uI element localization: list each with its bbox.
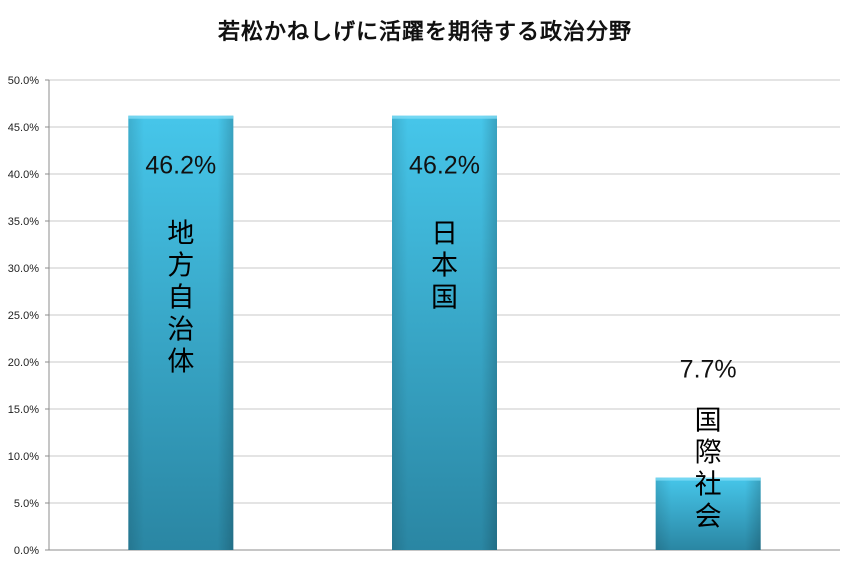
category-label-char: 国 [695,406,722,437]
y-tick-label: 10.0% [8,451,39,463]
y-tick-label: 0.0% [14,545,39,557]
category-label-char: 治 [167,315,194,346]
category-label-char: 地 [167,219,194,250]
bar-highlight [655,477,761,481]
category-label-char: 際 [695,438,722,469]
y-tick-label: 5.0% [14,498,39,510]
category-label-char: 会 [695,502,722,533]
chart-title: 若松かねしげに活躍を期待する政治分野 [217,20,632,45]
y-tick-label: 40.0% [8,169,39,181]
bar-shade [655,477,761,550]
category-label-char: 体 [167,347,194,378]
category-label: 日本国 [431,219,458,314]
y-tick-label: 25.0% [8,310,39,322]
y-tick-label: 30.0% [8,263,39,275]
bar-shade [392,115,497,550]
bar-highlight [392,115,497,119]
category-label-char: 日 [431,219,458,250]
data-label: 46.2% [145,152,216,180]
bar-shade [128,115,234,550]
data-label: 46.2% [409,152,480,180]
category-label-char: 国 [431,283,458,314]
category-label-char: 本 [431,251,458,282]
y-axis: 0.0% 5.0% 10.0% 15.0% 20.0% 25.0% 30.0% 35.0% 40… [8,75,50,557]
category-label-char: 方 [167,251,194,282]
bar-highlight [128,115,234,119]
y-tick-label: 15.0% [8,404,39,416]
y-tick-label: 35.0% [8,216,39,228]
y-tick-label: 45.0% [8,122,39,134]
y-tick-label: 50.0% [8,75,39,87]
y-tick-label: 20.0% [8,357,39,369]
data-label: 7.7% [680,356,737,384]
bars [128,115,761,550]
category-label-char: 自 [167,283,194,314]
category-label-char: 社 [695,470,722,501]
